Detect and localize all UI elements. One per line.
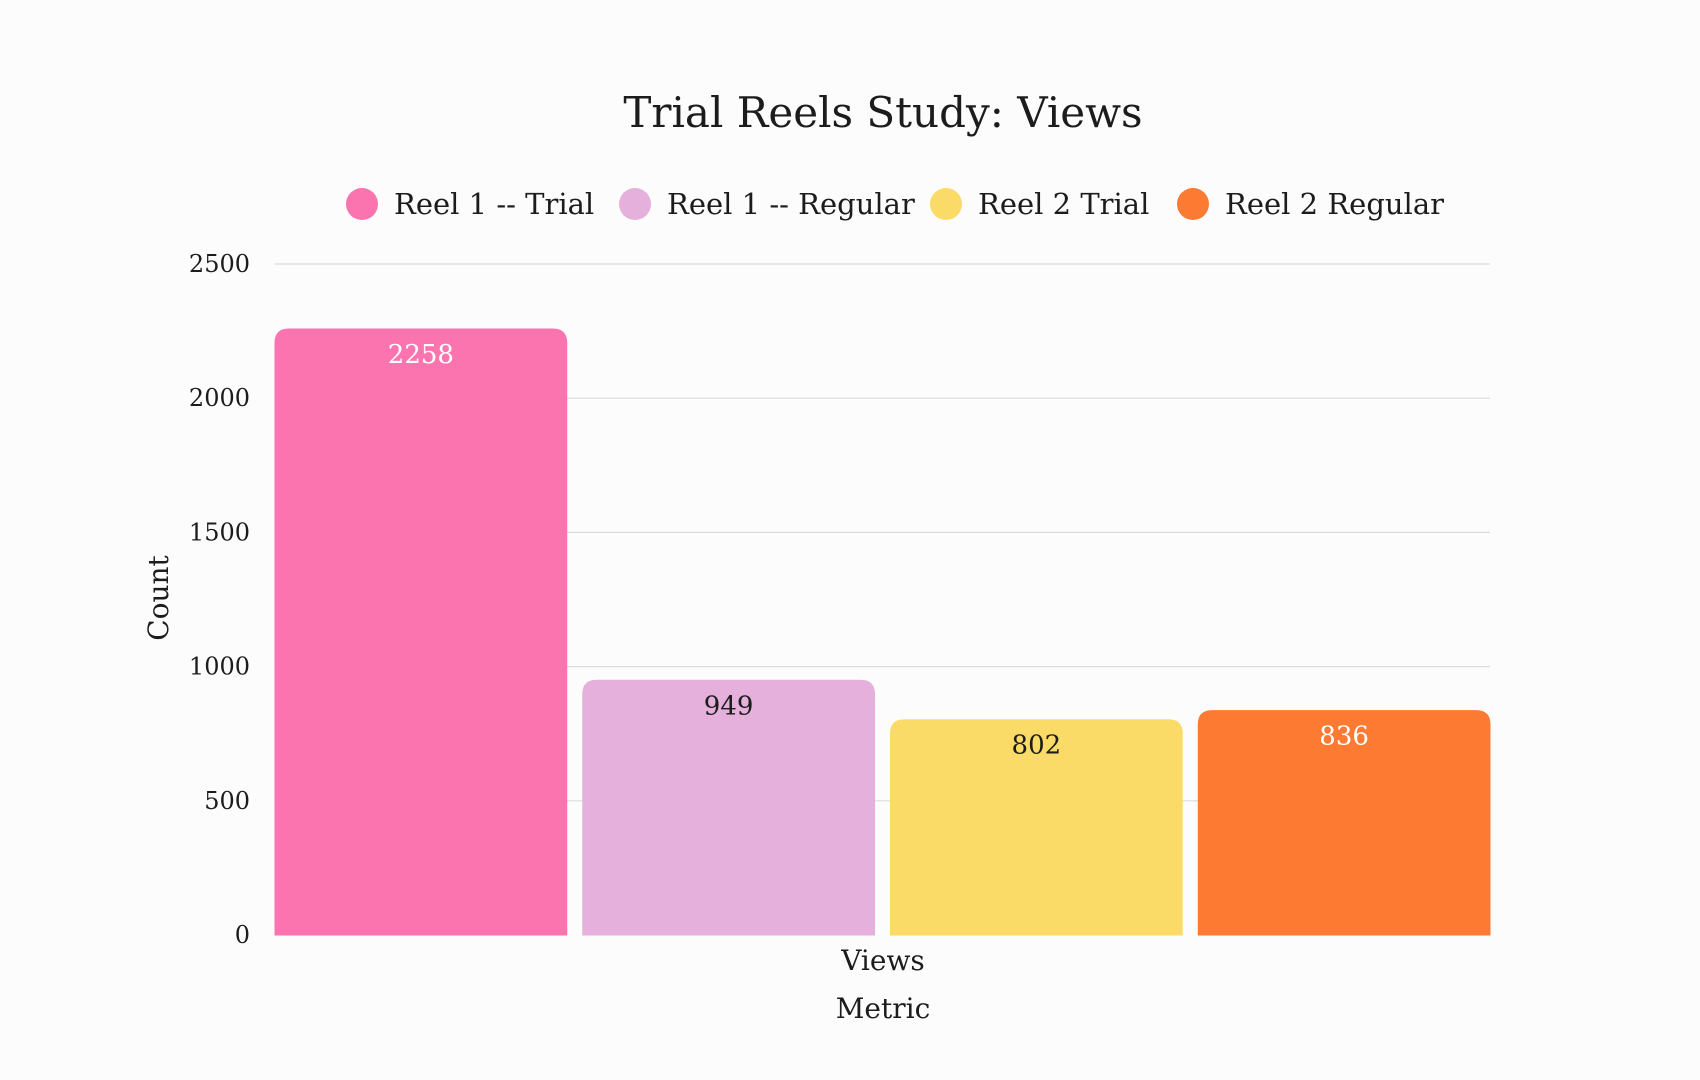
bar[interactable] [582,679,875,936]
bars: 2258 949 802 836 [274,328,1491,936]
legend-label: Reel 2 Regular [1225,187,1444,221]
bar[interactable] [274,328,568,936]
legend-swatch [930,188,962,220]
y-tick-label: 2000 [189,384,250,412]
bar-value-label: 2258 [388,340,454,370]
bar-value-label: 802 [1012,731,1062,761]
x-category-label: Views [840,944,925,977]
y-axis-ticks: 0 500 1000 1500 2000 2500 [189,250,250,949]
chart-title: Trial Reels Study: Views [623,88,1142,137]
legend-swatch [346,188,378,220]
y-tick-label: 1500 [189,518,250,546]
legend: Reel 1 -- Trial Reel 1 -- Regular Reel 2 T… [346,187,1444,221]
bar-value-label: 949 [704,691,754,721]
x-axis-title: Metric [836,992,931,1025]
bar-value-label: 836 [1319,722,1369,752]
legend-label: Reel 1 -- Regular [667,187,915,221]
legend-label: Reel 1 -- Trial [394,187,594,221]
y-tick-label: 500 [204,787,250,815]
bar[interactable] [1197,710,1491,936]
legend-swatch [619,188,651,220]
y-axis-title: Count [142,554,175,640]
y-tick-label: 0 [235,921,250,949]
y-tick-label: 1000 [189,653,250,681]
legend-label: Reel 2 Trial [978,187,1149,221]
y-tick-label: 2500 [189,250,250,278]
legend-swatch [1177,188,1209,220]
bar[interactable] [890,719,1183,936]
